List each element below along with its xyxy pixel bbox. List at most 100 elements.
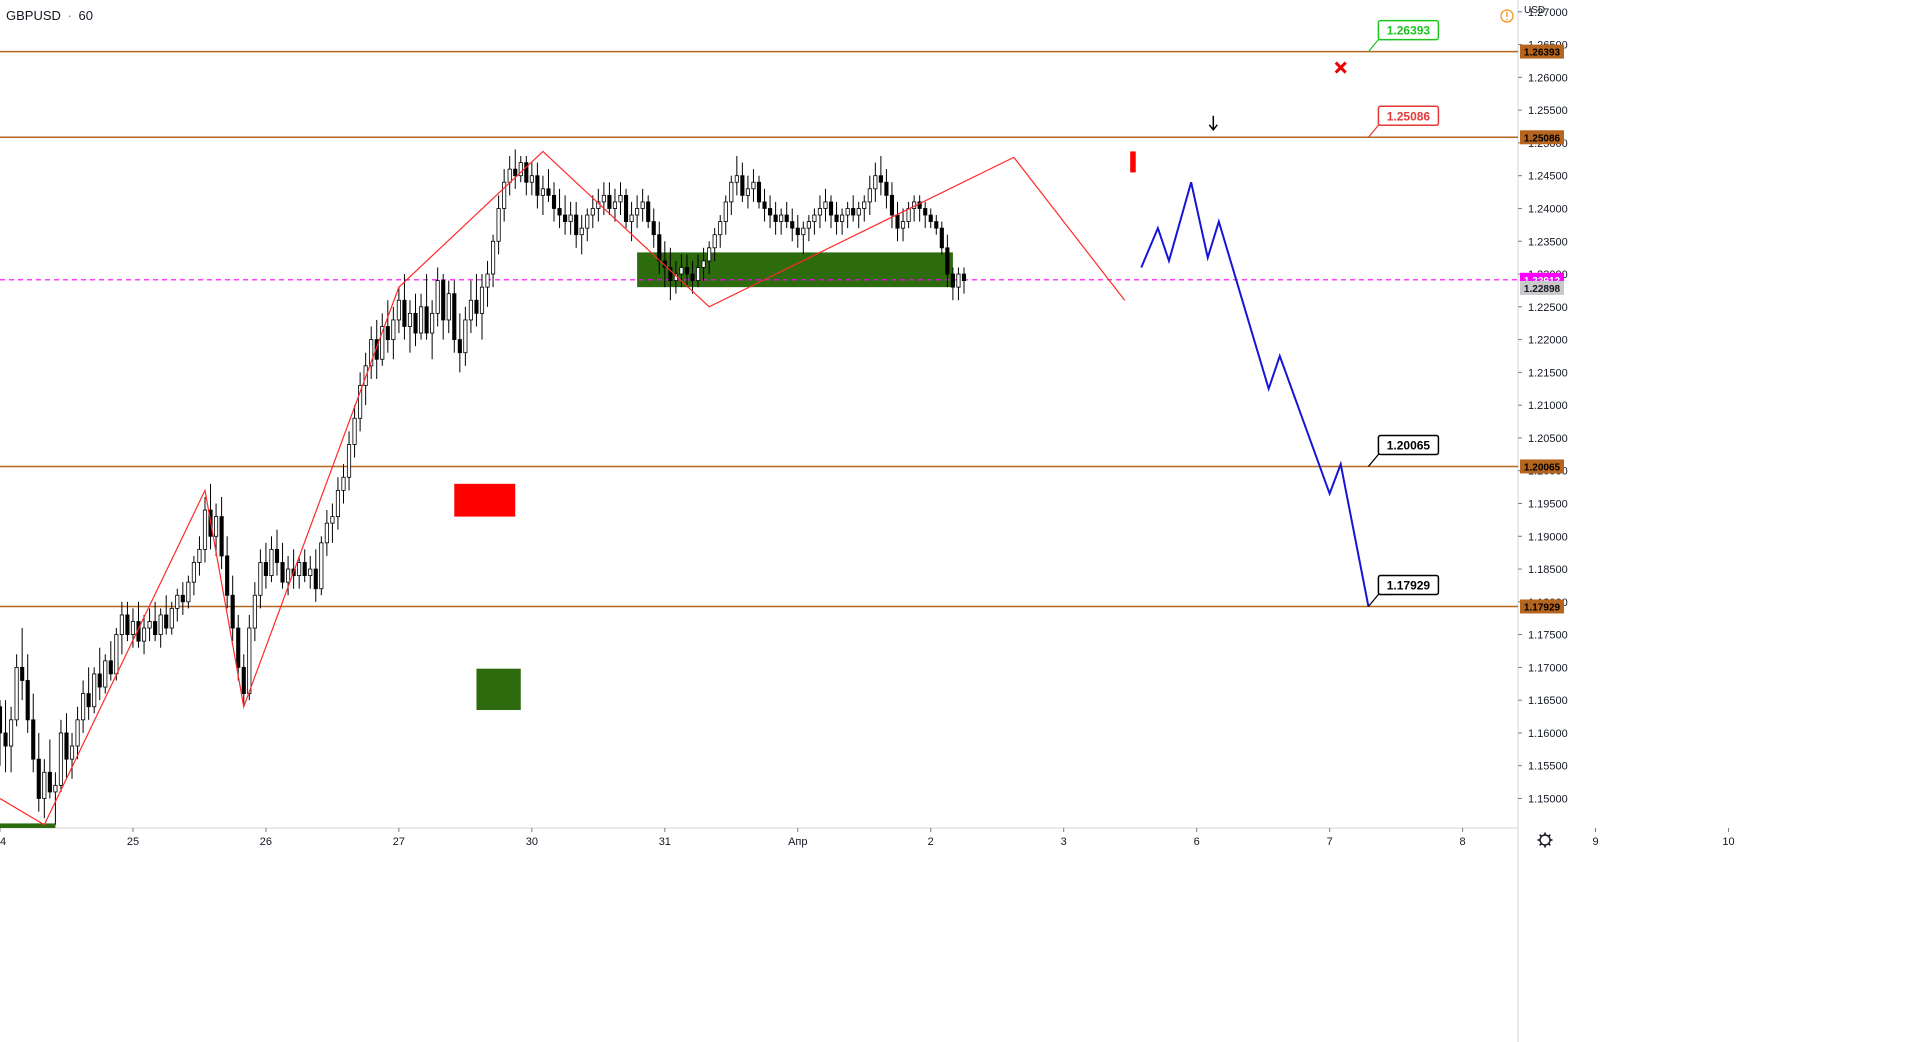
candle-body — [590, 208, 595, 216]
last-price-tag: 1.22898 — [1524, 284, 1561, 295]
candle-body — [391, 319, 396, 340]
candle-body — [551, 194, 557, 209]
candle-body — [153, 621, 158, 636]
candle-body — [114, 634, 119, 675]
candle-body — [330, 516, 335, 524]
last-price-tag-bg — [1520, 280, 1564, 295]
gear-tooth — [1539, 834, 1543, 838]
candle-body — [618, 194, 623, 203]
projection-path-line — [1140, 181, 1370, 607]
time-tick-label: 24 — [0, 836, 6, 848]
candle-body — [895, 214, 900, 229]
candle-body — [42, 771, 47, 799]
candle-body — [358, 385, 363, 419]
level-price-tag: 1.17929 — [1524, 602, 1561, 613]
level-price-tag: 1.20065 — [1524, 462, 1561, 473]
time-tick-label: 2 — [928, 836, 934, 848]
candle-body — [623, 194, 629, 222]
price-callout-box — [1377, 434, 1440, 456]
alert-circle — [1500, 9, 1514, 23]
candle-body — [928, 214, 933, 222]
time-tick-label: 27 — [393, 836, 405, 848]
candle-body — [873, 175, 878, 190]
candle-body — [690, 273, 695, 281]
gear-tooth — [1547, 834, 1551, 838]
candle-body — [934, 221, 939, 229]
candle-body — [164, 614, 169, 629]
candle-body — [47, 771, 52, 793]
candle-body — [751, 181, 756, 190]
price-tick-label: 1.24500 — [1528, 171, 1568, 183]
candle-body — [773, 214, 778, 222]
time-tick-label: 8 — [1460, 836, 1466, 848]
candle-body — [651, 221, 656, 236]
time-tick-label: 30 — [526, 836, 538, 848]
candle-body — [69, 745, 75, 760]
candle-body — [446, 293, 451, 321]
level-price-tag-bg — [1520, 44, 1564, 59]
candle-body — [840, 214, 845, 222]
candle-body — [740, 175, 745, 196]
candle-body — [308, 568, 313, 577]
candle-body — [729, 181, 734, 203]
candle-body — [119, 614, 124, 636]
candle-body — [851, 208, 856, 216]
down-arrow-icon — [1208, 115, 1218, 132]
candle-body — [745, 188, 750, 196]
candle-body — [496, 208, 501, 242]
candle-body — [806, 221, 811, 229]
candle-body — [463, 319, 468, 354]
candle-body — [629, 214, 634, 222]
candle-body — [380, 326, 385, 360]
candle-body — [756, 181, 762, 203]
callout-pointer — [1367, 593, 1393, 607]
candle-body — [219, 516, 224, 557]
candle-body — [169, 607, 174, 629]
candle-body — [845, 208, 850, 216]
candle-body — [180, 594, 185, 603]
candle-body — [862, 201, 867, 209]
candle-body — [563, 214, 568, 222]
price-tick-label: 1.26000 — [1528, 72, 1568, 84]
alert-dot — [1506, 18, 1508, 21]
candle-body — [457, 339, 462, 354]
level-price-tag: 1.25086 — [1524, 133, 1561, 144]
candle-body — [485, 273, 490, 288]
candle-body — [828, 201, 834, 216]
candle-body — [86, 693, 91, 708]
candle-body — [529, 175, 534, 183]
price-callout-label: 1.17929 — [1387, 578, 1431, 592]
candle-body — [900, 221, 906, 229]
candle-body — [274, 548, 280, 563]
price-tick-label: 1.25500 — [1528, 105, 1568, 117]
candle-body — [524, 162, 529, 183]
candle-body — [961, 273, 967, 281]
candle-body — [557, 208, 562, 216]
price-tick-label: 1.23500 — [1528, 236, 1568, 248]
down-arrow-head — [1208, 124, 1218, 132]
price-tick-label: 1.17000 — [1528, 662, 1568, 674]
gear-icon[interactable] — [1537, 832, 1553, 848]
time-tick-label: 10 — [1722, 836, 1734, 848]
price-tick-label: 1.21500 — [1528, 367, 1568, 379]
warning-circle-icon — [1500, 9, 1514, 23]
candle-body — [507, 168, 512, 183]
candle-body — [474, 299, 479, 314]
price-callout-box — [1377, 19, 1440, 41]
symbol-label[interactable]: GBPUSD · 60 — [6, 8, 93, 23]
candle-body — [834, 214, 839, 222]
candle-body — [734, 175, 739, 183]
callout-pointer — [1367, 38, 1393, 52]
candle-body — [640, 201, 645, 209]
candle-body — [612, 201, 618, 209]
candle-body — [939, 227, 944, 249]
candle-body — [197, 548, 202, 563]
x-stroke — [1334, 61, 1347, 74]
candle-body — [75, 719, 80, 747]
symbol-separator: · — [67, 8, 72, 23]
time-tick-label: 25 — [127, 836, 139, 848]
candle-body — [302, 562, 307, 577]
candle-body — [81, 693, 86, 721]
candle-body — [252, 594, 257, 629]
